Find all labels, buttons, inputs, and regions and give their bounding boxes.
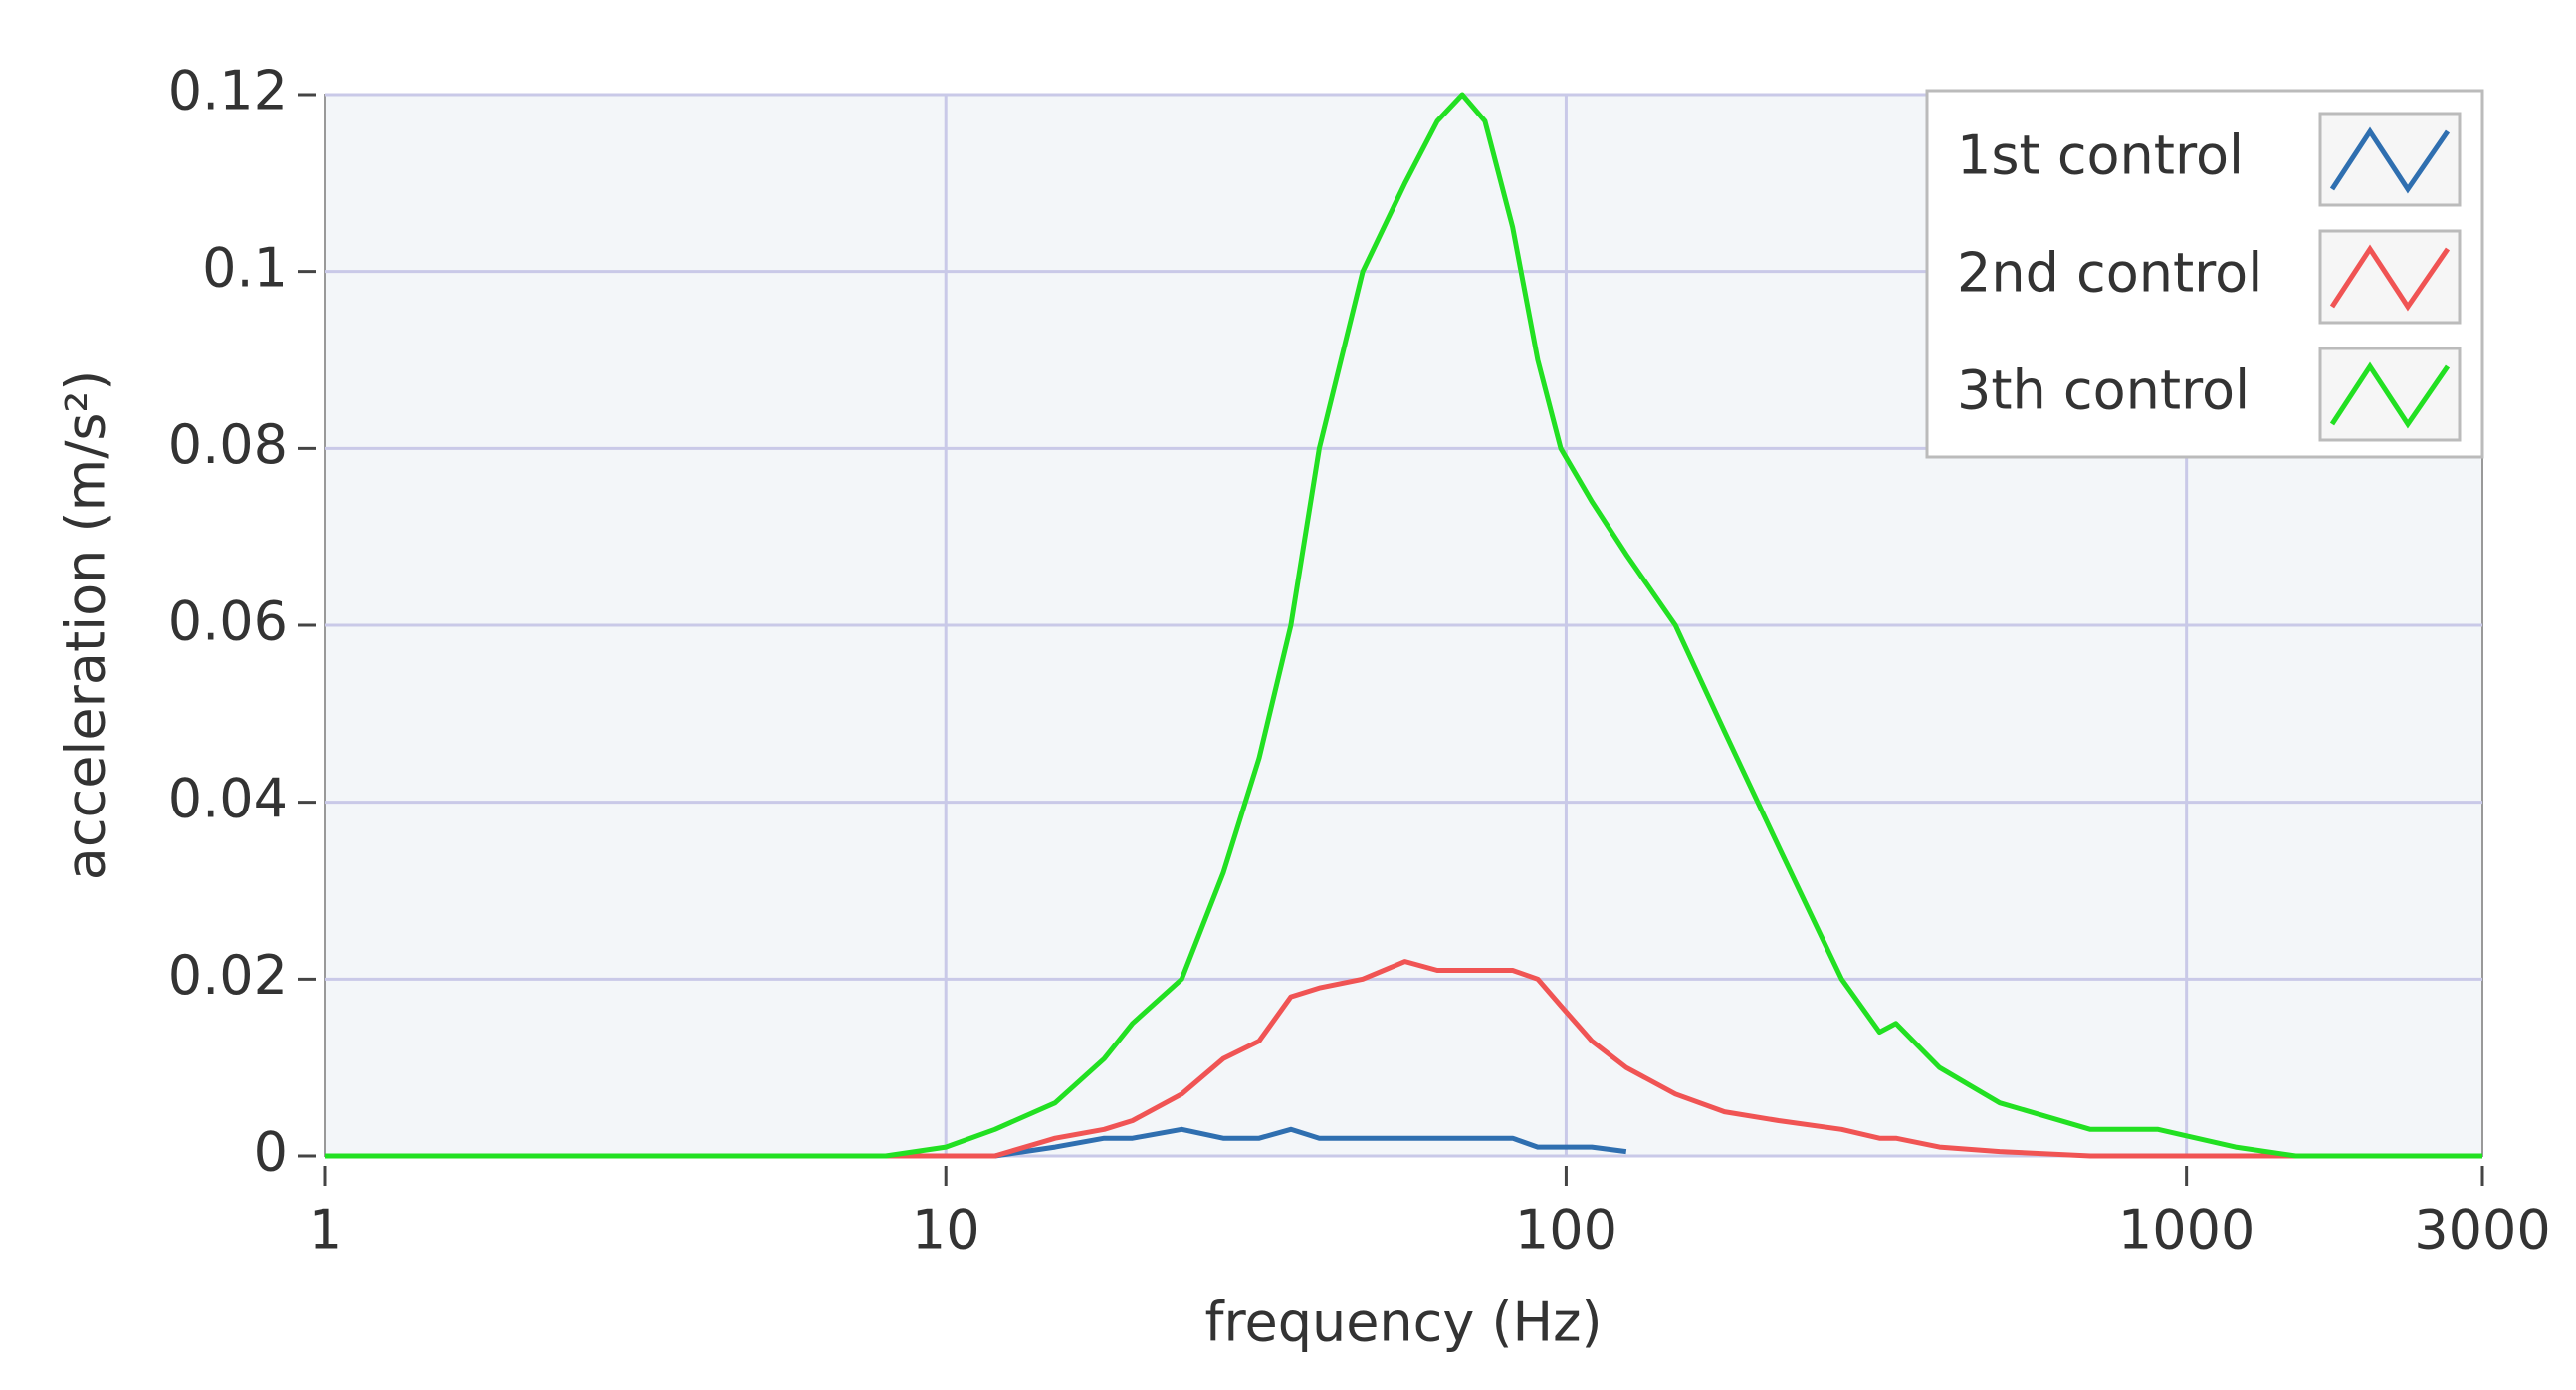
legend-swatch <box>2329 244 2451 312</box>
lines <box>325 92 2482 1159</box>
legend-swatch <box>2329 361 2451 429</box>
x-tick-label: 3000 <box>2414 1199 2550 1262</box>
y-tick-label: 0.1 <box>202 236 288 299</box>
y-tick-label: 0.04 <box>168 767 288 829</box>
series-line <box>325 1126 1627 1159</box>
series-line <box>325 92 2482 1159</box>
x-tick-label: 10 <box>912 1199 980 1262</box>
x-tick-label: 1 <box>309 1199 342 1262</box>
y-axis-label: acceleration (m/s²) <box>55 370 117 881</box>
legend: 1st control 2nd control 3th control <box>1925 89 2484 459</box>
legend-label: 1st control <box>1957 124 2244 187</box>
legend-swatch <box>2329 126 2451 194</box>
x-axis-label: frequency (Hz) <box>1204 1291 1602 1354</box>
y-tick-label: 0.02 <box>168 944 288 1007</box>
legend-label: 3th control <box>1957 359 2250 422</box>
series-line <box>325 959 2482 1159</box>
y-tick-label: 0.06 <box>168 590 288 653</box>
x-tick-label: 100 <box>1515 1199 1617 1262</box>
legend-label: 2nd control <box>1957 242 2262 305</box>
y-tick-label: 0 <box>254 1121 288 1184</box>
y-tick-label: 0.08 <box>168 413 288 476</box>
y-tick-label: 0.12 <box>168 60 288 122</box>
x-tick-label: 1000 <box>2118 1199 2254 1262</box>
